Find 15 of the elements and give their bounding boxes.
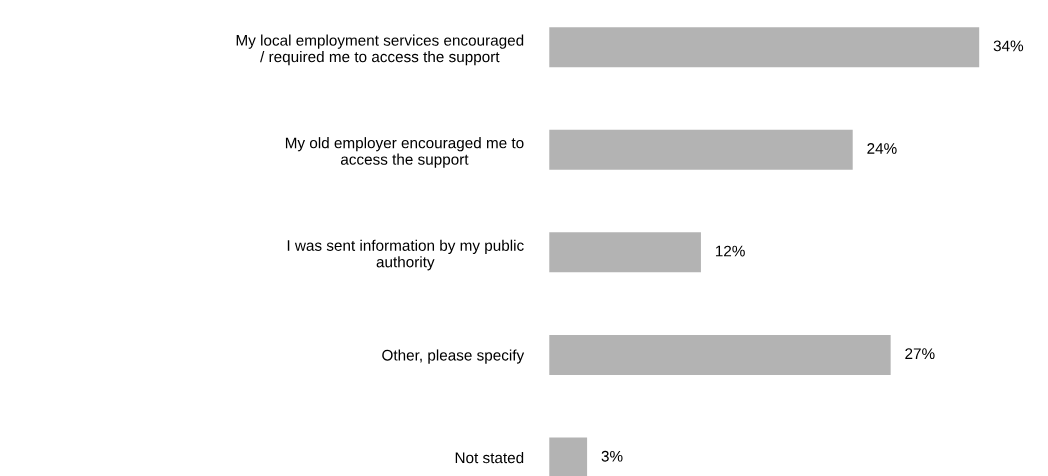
data-label: 24% <box>867 143 897 154</box>
bar <box>549 129 853 170</box>
data-label: 3% <box>601 450 623 462</box>
data-label: 12% <box>715 245 745 257</box>
data-label: 27% <box>905 348 935 359</box>
bar <box>549 437 588 476</box>
y-tick-label: Other, please specify <box>382 349 525 364</box>
y-tick-label: My local employment services encouraged / required me to access the support <box>236 34 524 66</box>
y-tick-label: My old employer encouraged me to access the support <box>285 137 524 168</box>
data-label: 34% <box>993 40 1024 52</box>
y-tick-label: I was sent information by my public authority <box>287 239 524 271</box>
bar <box>549 27 980 68</box>
bar <box>549 232 701 273</box>
bar <box>549 334 891 375</box>
y-tick-label: Not stated <box>455 452 524 464</box>
